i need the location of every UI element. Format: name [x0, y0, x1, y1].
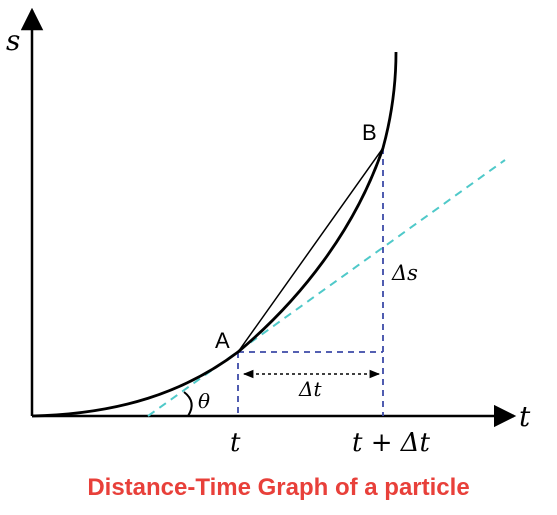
tick-t-label: t — [230, 428, 241, 458]
delta-s-label: Δs — [391, 261, 418, 285]
distance-time-curve — [31, 51, 398, 418]
point-b-label: B — [362, 120, 377, 145]
x-axis-label: t — [519, 400, 531, 433]
tick-t-plus-dt-label: t + Δt — [352, 428, 431, 458]
theta-arc — [183, 391, 193, 417]
theta-label: θ — [198, 389, 210, 413]
chord-ab — [237, 147, 384, 353]
figure-caption: Distance-Time Graph of a particle — [87, 474, 470, 501]
tangent-line — [147, 159, 506, 417]
point-a-label: A — [215, 328, 230, 353]
y-axis-label: s — [6, 24, 20, 57]
delta-t-label: Δt — [298, 377, 322, 401]
